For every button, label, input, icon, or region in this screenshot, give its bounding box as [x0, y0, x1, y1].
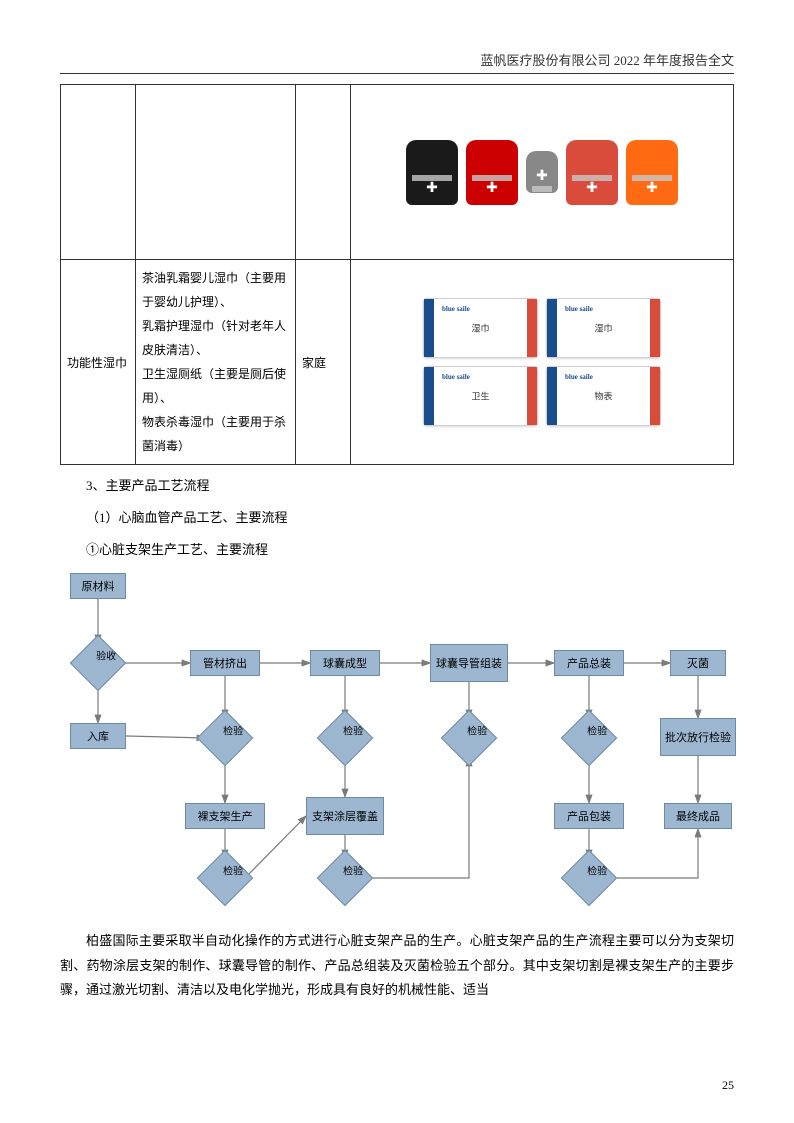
wipes-brand: blue saile [565, 373, 593, 381]
cell-desc: 茶油乳霜婴儿湿巾（主要用于婴幼儿护理）、 乳霜护理湿巾（针对老年人皮肤清洁）、 … [136, 260, 296, 465]
flow-node-label: 检验 [334, 722, 372, 737]
page-number: 25 [722, 1078, 734, 1093]
flow-node-n_pack: 产品包装 [554, 803, 624, 829]
cell-desc [136, 85, 296, 260]
backpack-icon [626, 140, 678, 205]
table-row: 功能性湿巾 茶油乳霜婴儿湿巾（主要用于婴幼儿护理）、 乳霜护理湿巾（针对老年人皮… [61, 260, 734, 465]
header-text: 蓝帆医疗股份有限公司 2022 年年度报告全文 [480, 53, 734, 68]
flow-node-label: 检验 [334, 862, 372, 877]
flow-node-n_coat: 支架涂层覆盖 [306, 797, 384, 835]
flow-node-n_balloon: 球囊成型 [310, 650, 380, 676]
flow-node-n_bare: 裸支架生产 [185, 803, 265, 829]
backpack-icon [526, 151, 558, 193]
flow-node-n_insp2: 检验 [197, 850, 254, 907]
cell-use: 家庭 [296, 260, 351, 465]
flow-node-n_tube: 管材挤出 [190, 650, 260, 676]
wipes-label-text: 物表 [594, 390, 612, 403]
table-row [61, 85, 734, 260]
flow-arrows [60, 573, 740, 913]
wipes-pack-icon: blue saile 物表 [546, 366, 661, 426]
flow-node-n_store: 入库 [70, 723, 126, 749]
wipes-brand: blue saile [442, 305, 470, 313]
flow-node-n_raw: 原材料 [70, 573, 126, 599]
wipes-label-text: 湿巾 [471, 322, 489, 335]
process-flowchart: 原材料验收入库管材挤出检验裸支架生产检验球囊成型检验支架涂层覆盖检验球囊导管组装… [60, 573, 740, 913]
wipes-label-text: 卫生 [471, 390, 489, 403]
page-header: 蓝帆医疗股份有限公司 2022 年年度报告全文 [60, 50, 734, 74]
flow-node-n_final: 最终成品 [664, 803, 732, 829]
flow-node-n_insp4: 检验 [317, 850, 374, 907]
wipes-pack-icon: blue saile 卫生 [423, 366, 538, 426]
flow-node-n_batch: 批次放行检验 [660, 718, 736, 756]
cell-image: blue saile湿巾blue saile湿巾blue saile卫生blue… [351, 260, 734, 465]
backpack-group [357, 134, 727, 211]
flow-node-label: 检验 [578, 722, 616, 737]
backpack-icon [406, 140, 458, 205]
flow-node-n_asm: 产品总装 [554, 650, 624, 676]
product-table: 功能性湿巾 茶油乳霜婴儿湿巾（主要用于婴幼儿护理）、 乳霜护理湿巾（针对老年人皮… [60, 84, 734, 465]
flow-node-n_ster: 灭菌 [670, 650, 726, 676]
cell-image [351, 85, 734, 260]
flow-node-label: 检验 [214, 722, 252, 737]
flow-node-label: 验收 [87, 647, 125, 662]
wipes-brand: blue saile [442, 373, 470, 381]
wipes-group: blue saile湿巾blue saile湿巾blue saile卫生blue… [357, 292, 727, 432]
body-paragraph: 柏盛国际主要采取半自动化操作的方式进行心脏支架产品的生产。心脏支架产品的生产流程… [60, 929, 734, 1003]
section-heading-3-1: （1）心脑血管产品工艺、主要流程 [60, 505, 734, 531]
flow-node-label: 检验 [214, 862, 252, 877]
backpack-icon [466, 140, 518, 205]
cell-use [296, 85, 351, 260]
cell-category: 功能性湿巾 [61, 260, 136, 465]
flow-node-n_insp1: 检验 [197, 710, 254, 767]
flow-node-n_cath: 球囊导管组装 [430, 644, 508, 682]
flow-node-n_insp5: 检验 [441, 710, 498, 767]
wipes-brand: blue saile [565, 305, 593, 313]
flow-node-label: 检验 [578, 862, 616, 877]
wipes-label-text: 湿巾 [594, 322, 612, 335]
flow-node-n_insp3: 检验 [317, 710, 374, 767]
section-heading-3: 3、主要产品工艺流程 [60, 473, 734, 499]
flow-node-label: 检验 [458, 722, 496, 737]
flow-node-n_check1: 验收 [70, 635, 127, 692]
backpack-icon [566, 140, 618, 205]
flow-node-n_insp6: 检验 [561, 710, 618, 767]
wipes-pack-icon: blue saile 湿巾 [546, 298, 661, 358]
flow-node-n_insp7: 检验 [561, 850, 618, 907]
cell-category [61, 85, 136, 260]
section-heading-3-1-1: ①心脏支架生产工艺、主要流程 [60, 537, 734, 563]
wipes-pack-icon: blue saile 湿巾 [423, 298, 538, 358]
